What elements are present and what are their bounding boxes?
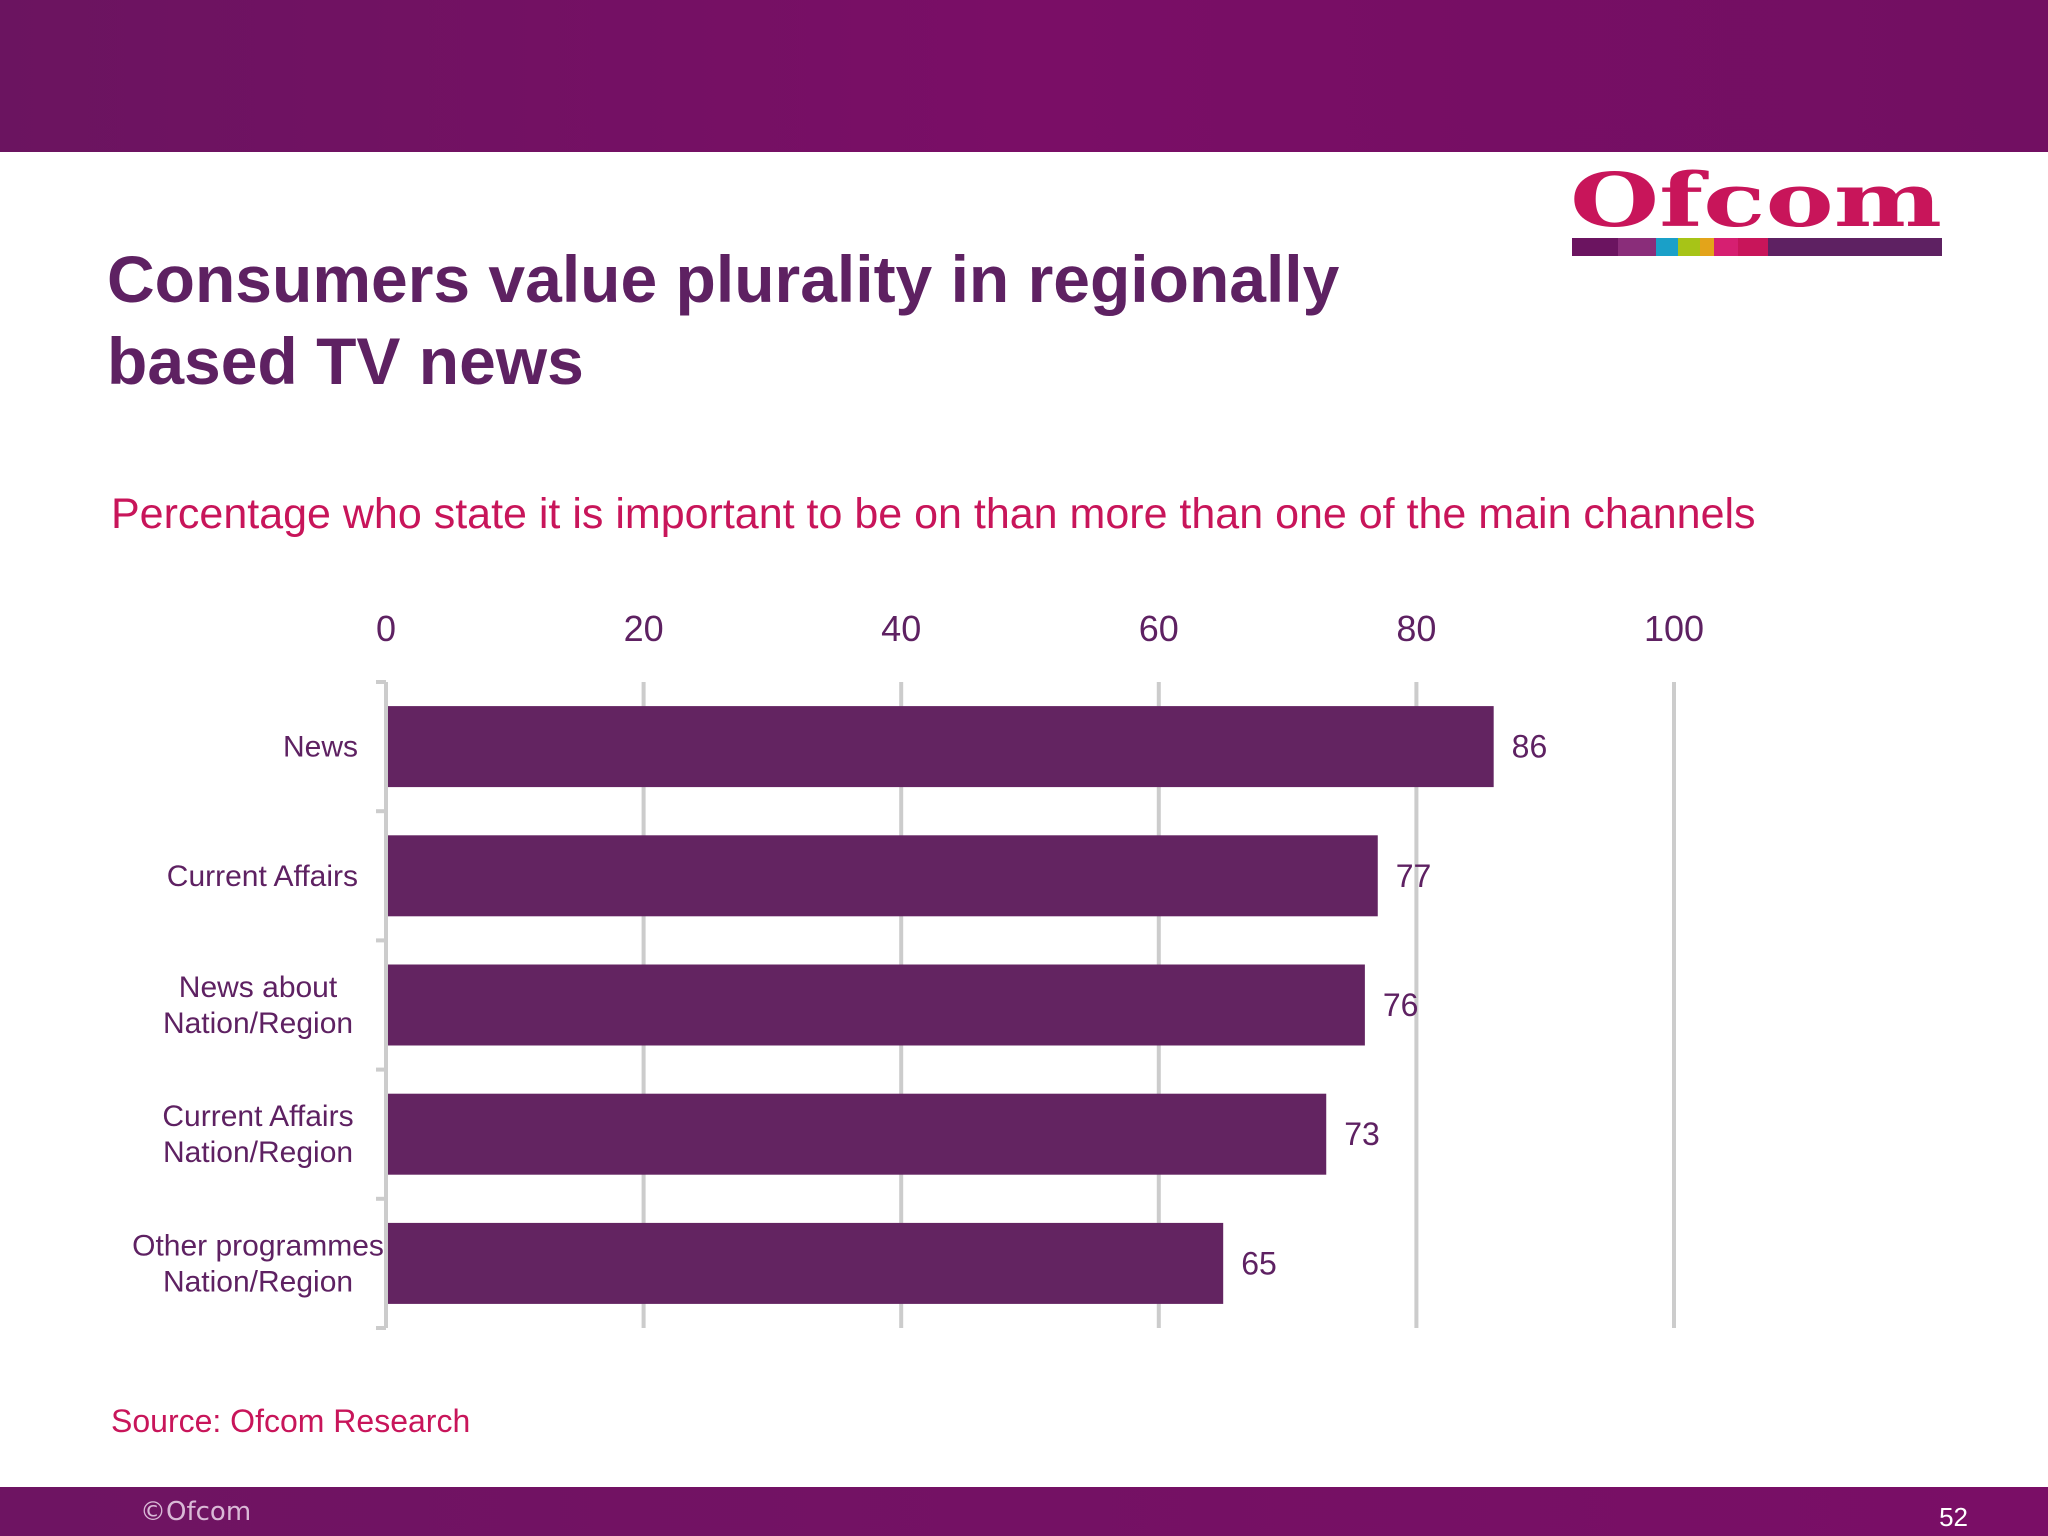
x-tick-label-60: 60	[1139, 608, 1179, 649]
bar-chart: 0 20 40 60 80 100 86 News 77 Current Affairs 76 New…	[132, 608, 1704, 1330]
value-label-0: 86	[1512, 729, 1548, 765]
x-tick-label-80: 80	[1396, 608, 1436, 649]
x-tick-label-0: 0	[376, 608, 396, 649]
category-label-line: News about	[179, 971, 338, 1004]
x-tick-label-100: 100	[1644, 608, 1704, 649]
category-label-line: Nation/Region	[163, 1136, 353, 1169]
category-label-4: Other programmes Nation/Region	[132, 1229, 384, 1298]
category-label-line: News	[283, 731, 358, 764]
title-line-2: based TV news	[107, 324, 584, 398]
page-title: Consumers value plurality in regionally …	[107, 238, 1507, 402]
value-label-2: 76	[1383, 987, 1419, 1023]
bar-2	[388, 964, 1365, 1046]
ofcom-logo: Ofcom	[1570, 168, 1942, 256]
title-line-1: Consumers value plurality in regionally	[107, 242, 1340, 316]
category-label-line: Nation/Region	[163, 1265, 353, 1298]
category-label-line: Nation/Region	[163, 1007, 353, 1040]
bar-4	[388, 1222, 1224, 1304]
chart-subtitle: Percentage who state it is important to …	[111, 490, 1756, 538]
x-tick-label-20: 20	[624, 608, 664, 649]
category-label-line: Current Affairs	[162, 1100, 353, 1133]
category-label-line: Other programmes	[132, 1229, 384, 1262]
category-label-1: Current Affairs	[167, 860, 358, 893]
svg-text:Ofcom: Ofcom	[1570, 168, 1942, 244]
category-label-0: News	[283, 731, 358, 764]
footer-copyright: ©Ofcom	[140, 1497, 252, 1527]
footer-band	[0, 1487, 2048, 1536]
bar-1	[388, 835, 1378, 917]
page-number: 52	[1939, 1502, 1968, 1532]
category-label-line: Current Affairs	[167, 860, 358, 893]
bar-0	[388, 706, 1494, 788]
category-label-2: News about Nation/Region	[163, 971, 353, 1040]
bar-3	[388, 1093, 1327, 1175]
value-label-1: 77	[1396, 858, 1432, 894]
header-band	[0, 0, 2048, 152]
value-label-3: 73	[1344, 1116, 1380, 1152]
category-label-3: Current Affairs Nation/Region	[162, 1100, 353, 1169]
x-tick-label-40: 40	[881, 608, 921, 649]
source-note: Source: Ofcom Research	[111, 1403, 471, 1439]
value-label-4: 65	[1241, 1245, 1277, 1281]
